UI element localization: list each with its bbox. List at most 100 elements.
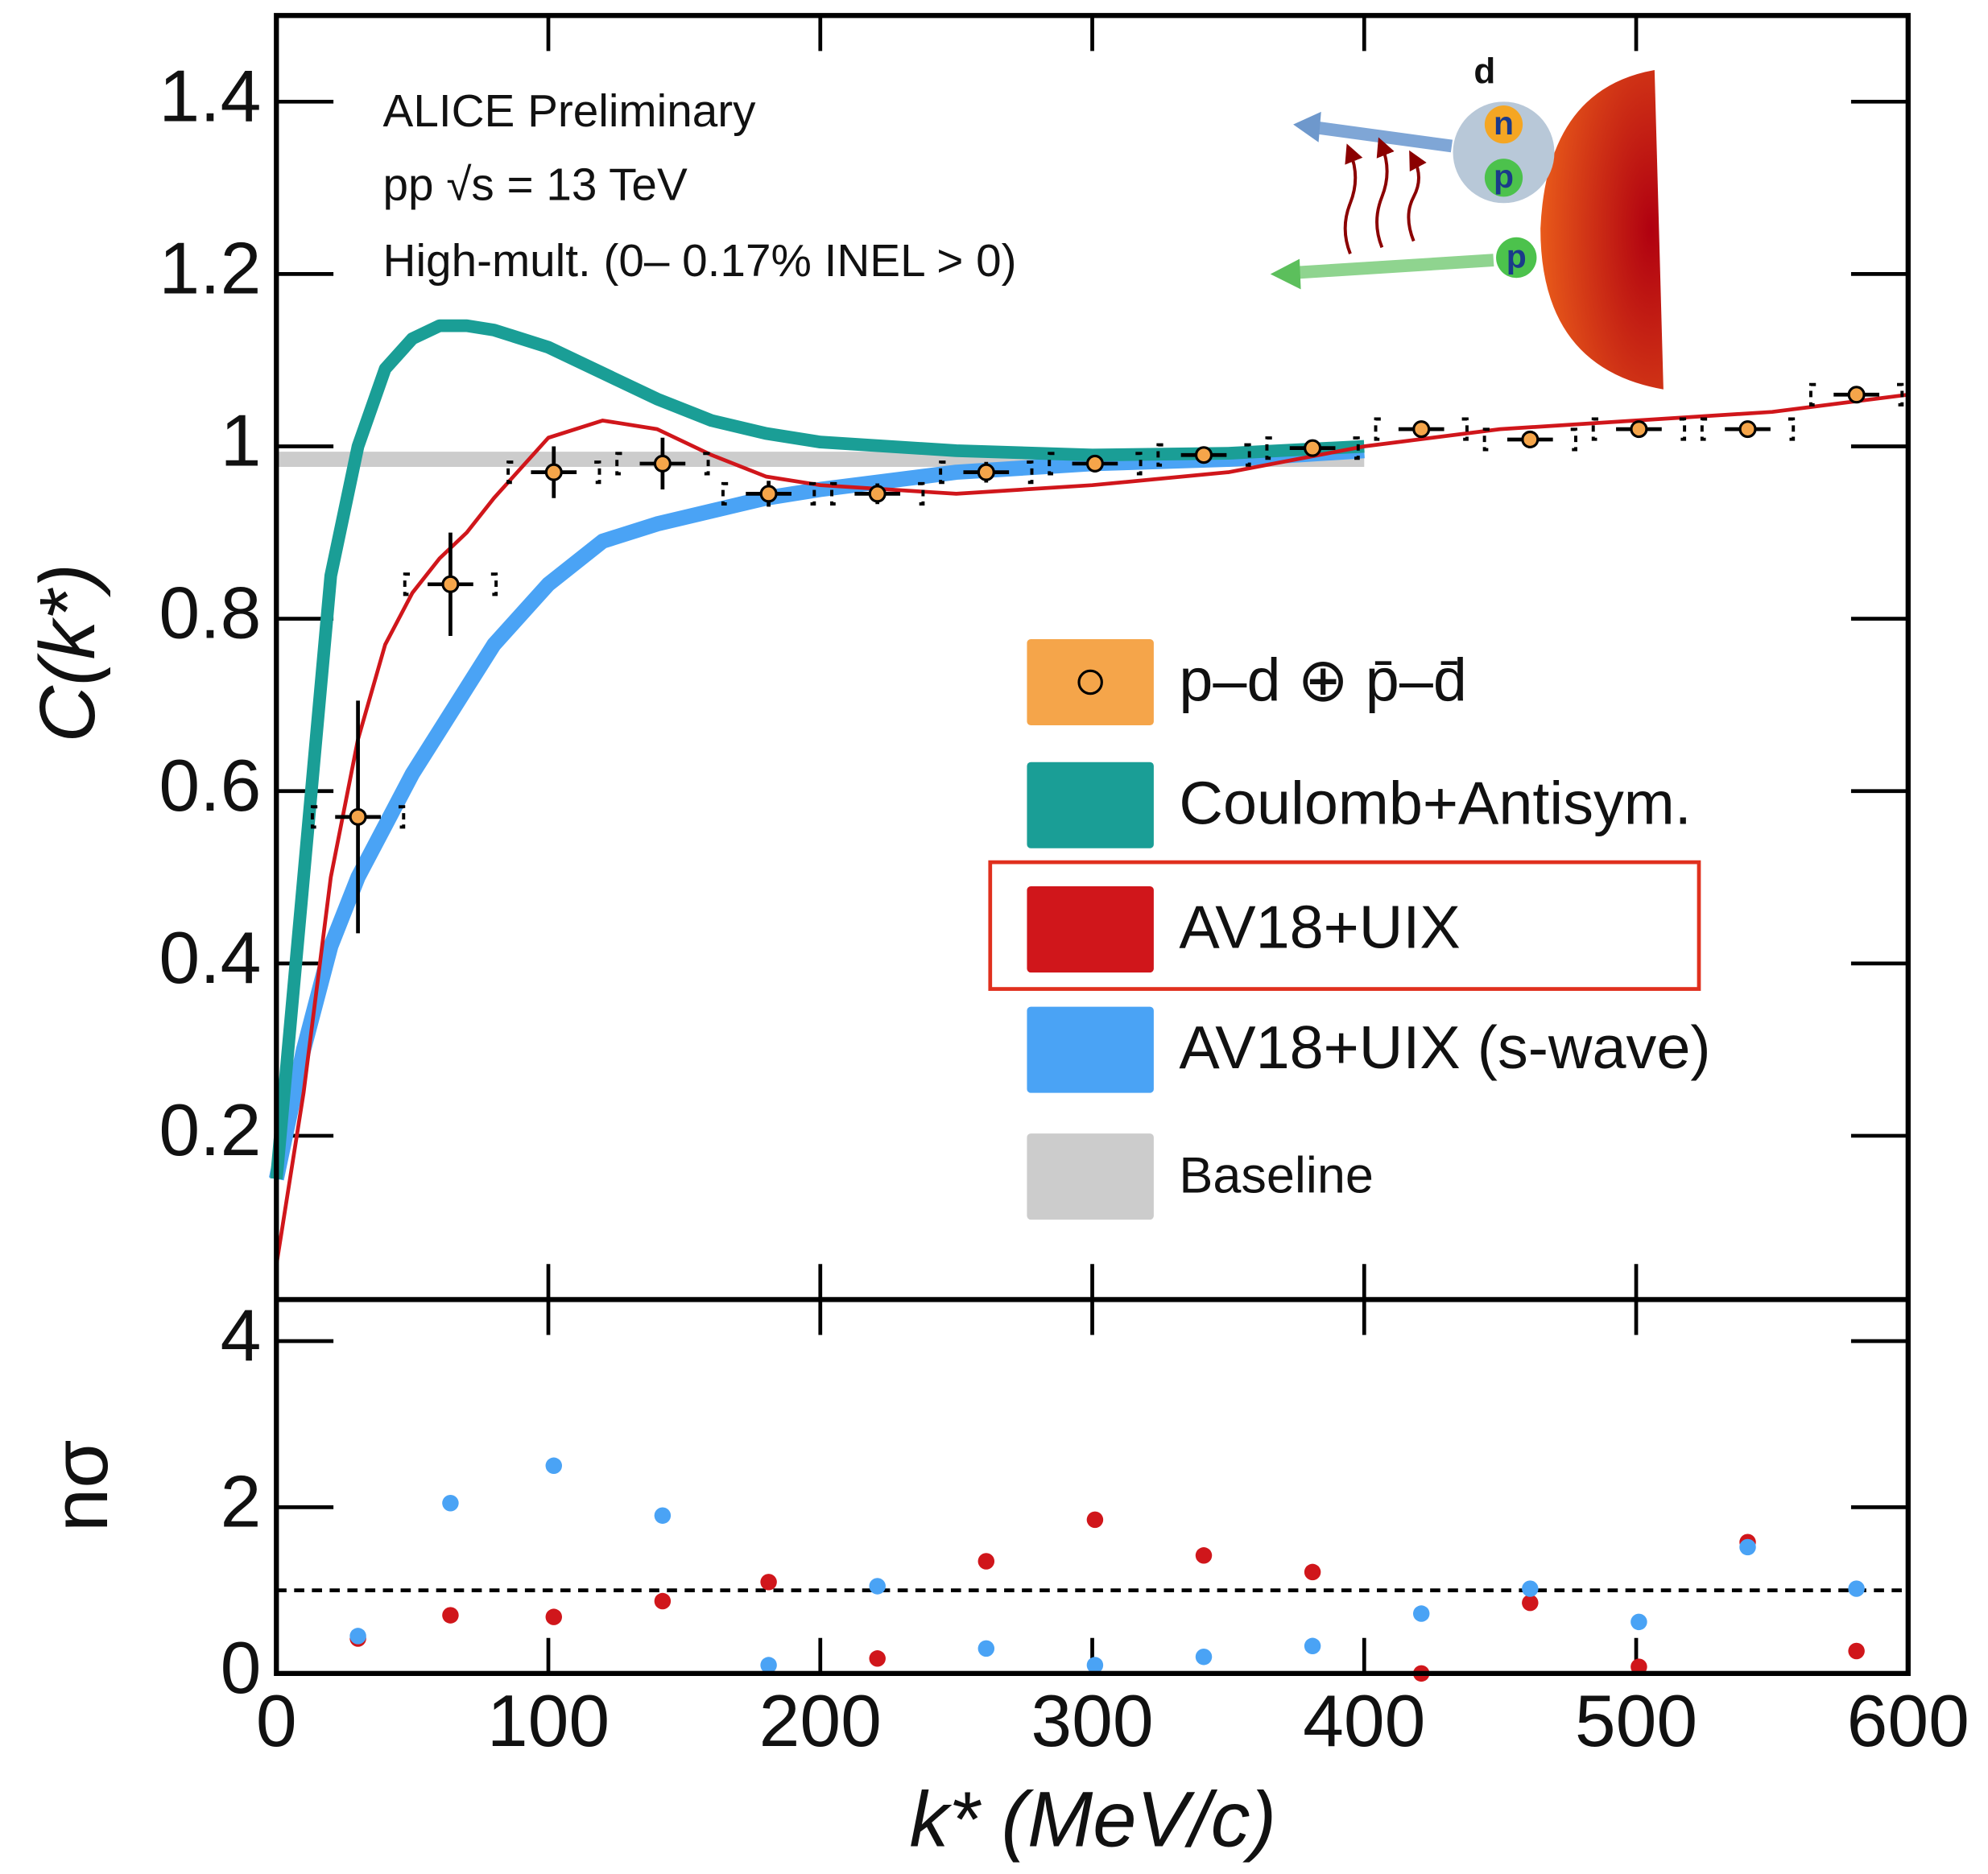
nsigma-point — [1086, 1511, 1104, 1529]
inset-label: d — [1473, 52, 1495, 91]
nsigma-point — [545, 1608, 563, 1625]
nsigma-point — [1848, 1642, 1865, 1660]
syst-bracket — [1808, 382, 1904, 407]
data-point — [1412, 420, 1431, 439]
interaction — [1343, 143, 1363, 255]
nsigma-point — [760, 1574, 777, 1591]
data-point — [441, 575, 460, 593]
legend-swatch — [1027, 638, 1154, 726]
nsigma-point — [442, 1495, 459, 1512]
data-point — [759, 485, 778, 503]
legend-swatch — [1027, 886, 1154, 973]
nsigma-point — [1848, 1580, 1865, 1597]
y-axis-title: C(k*) — [23, 563, 111, 742]
x-tick-label: 0 — [256, 1680, 297, 1762]
syst-bracket — [506, 460, 601, 485]
nsigma-point — [1522, 1594, 1539, 1612]
legend-swatch — [1027, 1006, 1154, 1093]
data-point — [544, 463, 563, 481]
y-tick-label: 1 — [221, 400, 262, 482]
y-tick-label: 2 — [221, 1461, 262, 1543]
inset-label: n — [1494, 105, 1514, 142]
interaction — [1375, 137, 1395, 249]
neutron — [1484, 105, 1523, 144]
nsigma-point — [1304, 1563, 1321, 1581]
x-tick-label: 100 — [487, 1680, 610, 1762]
syst-bracket — [615, 452, 710, 476]
x-tick-label: 300 — [1031, 1680, 1153, 1762]
highlight-box — [988, 860, 1701, 991]
syst-bracket — [1156, 443, 1251, 467]
nsigma-point — [869, 1578, 886, 1595]
nsigma-point — [349, 1628, 366, 1645]
legend-label: p–d ⊕ p̄–d̄ — [1179, 647, 1467, 715]
x-tick-label: 600 — [1847, 1680, 1969, 1762]
data-point — [1194, 446, 1213, 464]
y-tick-label: 1.4 — [159, 55, 261, 137]
annotation: pp √s = 13 TeV — [383, 159, 688, 210]
inset-diagram: d n p p — [1270, 52, 1664, 390]
nsigma-point — [869, 1650, 886, 1667]
legend-label: AV18+UIX — [1179, 894, 1460, 962]
nsigma-point — [1086, 1657, 1104, 1674]
syst-bracket — [1048, 452, 1143, 476]
x-axis-title: k* (MeV/c) — [910, 1776, 1277, 1864]
legend-label: Baseline — [1179, 1147, 1374, 1203]
fireball — [1540, 69, 1664, 390]
data-point — [1304, 439, 1322, 457]
syst-bracket — [403, 572, 498, 596]
syst-bracket — [1482, 427, 1577, 452]
inset-label: p — [1506, 237, 1527, 274]
y-tick-label: 1.2 — [159, 228, 261, 310]
arrow-head — [1270, 258, 1301, 290]
y-axis-title: nσ — [36, 1440, 124, 1533]
y-tick-label: 0.8 — [159, 572, 261, 654]
interaction — [1407, 150, 1427, 242]
syst-bracket — [1374, 417, 1469, 441]
proton — [1484, 159, 1523, 197]
syst-bracket — [721, 481, 816, 506]
frame — [274, 13, 1911, 1677]
y-tick-label: 0.2 — [159, 1089, 261, 1171]
nsigma-point — [977, 1553, 995, 1570]
nsigma-point — [654, 1507, 672, 1524]
nsigma-point — [977, 1640, 995, 1657]
y-tick-label: 4 — [221, 1294, 262, 1377]
nsigma-point — [545, 1457, 563, 1475]
data-point — [868, 485, 887, 503]
deuteron — [1453, 101, 1555, 204]
legend-swatch — [1027, 1133, 1154, 1220]
x-tick-label: 400 — [1303, 1680, 1425, 1762]
annotation: ALICE Preliminary — [383, 86, 757, 137]
arrow-head — [1293, 111, 1321, 142]
data-point — [1085, 454, 1104, 473]
legend-label: AV18+UIX (s-wave) — [1179, 1014, 1710, 1082]
nsigma-point — [760, 1657, 777, 1674]
nsigma-point — [1630, 1613, 1647, 1631]
syst-bracket — [1700, 417, 1796, 441]
y-tick-label: 0 — [221, 1627, 262, 1709]
legend-label: Coulomb+Antisym. — [1179, 770, 1691, 837]
nsigma-point — [1195, 1547, 1213, 1564]
nsigma-point — [654, 1592, 672, 1610]
syst-bracket — [1265, 436, 1360, 460]
data-point — [1847, 386, 1866, 404]
y-tick-label: 0.4 — [159, 917, 261, 999]
syst-bracket — [939, 460, 1034, 485]
syst-bracket — [310, 805, 406, 829]
syst-bracket — [1591, 417, 1687, 441]
model-curve — [270, 319, 1365, 1180]
annotation: High-mult. (0– 0.17% INEL > 0) — [383, 236, 1017, 287]
data-point — [1630, 420, 1648, 439]
data-point — [977, 463, 995, 481]
nsigma-point — [1739, 1538, 1756, 1556]
proton — [1496, 237, 1537, 279]
legend-marker — [1077, 669, 1103, 696]
legend-swatch — [1027, 762, 1154, 848]
nsigma-point — [1195, 1648, 1213, 1666]
x-tick-label: 500 — [1575, 1680, 1697, 1762]
nsigma-point — [1522, 1580, 1539, 1597]
x-tick-label: 200 — [759, 1680, 882, 1762]
model-curve — [274, 392, 1909, 1265]
